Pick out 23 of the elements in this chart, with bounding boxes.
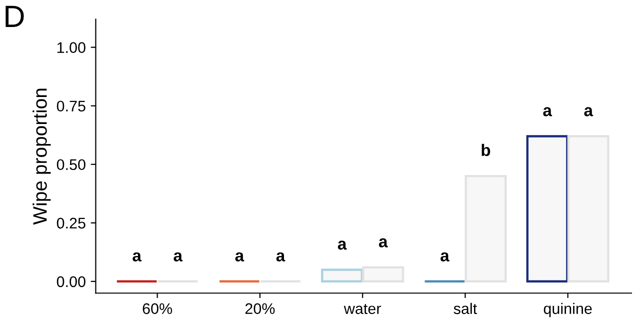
annotation: a	[543, 107, 552, 116]
annotation: a	[440, 252, 450, 262]
annotation: a	[276, 252, 286, 262]
annotation: a	[174, 252, 183, 262]
annotation: a	[235, 252, 244, 262]
annotation: a	[338, 240, 347, 250]
y-tick-label: 0.25	[56, 218, 86, 229]
y-tick-label: 1.00	[57, 42, 86, 53]
chart-title: D	[6, 6, 24, 27]
y-tick-label: 0.00	[56, 276, 86, 288]
x-tick-label: 20%	[245, 303, 275, 314]
x-tick-label: quinine	[544, 302, 592, 318]
x-tick-label: water	[344, 304, 381, 314]
bar	[464, 174, 507, 283]
annotation: a	[584, 107, 594, 116]
y-axis-title: Wipe proportion	[32, 88, 51, 225]
y-tick-label: 0.50	[56, 159, 86, 170]
x-tick-label: salt	[454, 302, 477, 314]
annotation: a	[132, 252, 142, 262]
x-tick-label: 60%	[142, 303, 172, 314]
annotation: a	[378, 238, 388, 248]
y-tick-label: 0.75	[56, 100, 86, 112]
annotation: b	[482, 144, 490, 156]
